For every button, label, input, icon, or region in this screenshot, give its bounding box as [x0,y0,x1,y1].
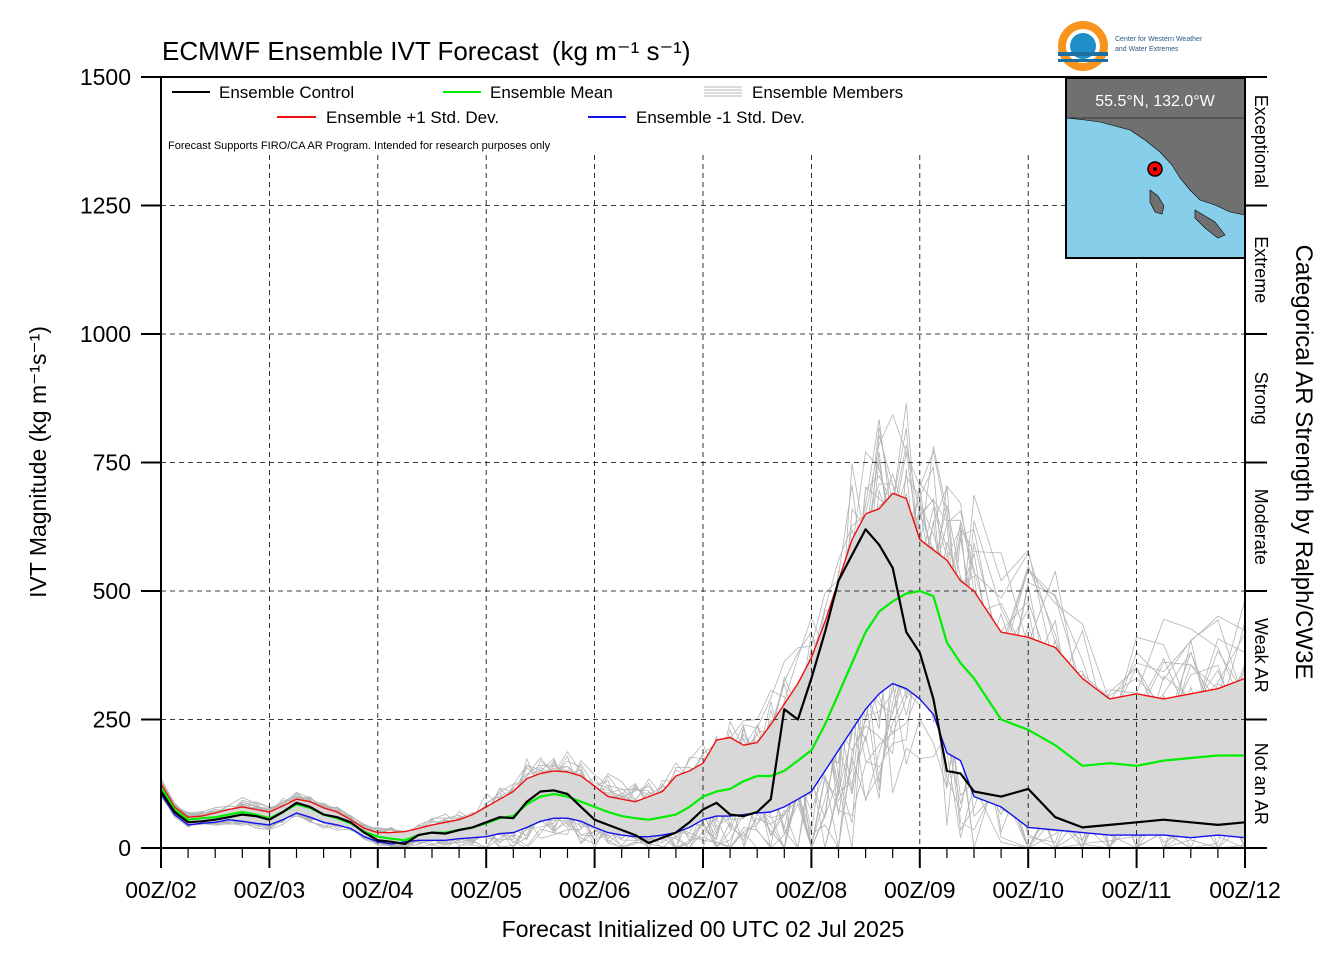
inset-land [1065,77,1246,216]
x-tick-labels: 00Z/02 00Z/03 00Z/04 00Z/05 00Z/06 00Z/07 00Z/… [125,877,1281,903]
y-tick-label: 1000 [80,321,131,347]
legend-label-minus-std: Ensemble -1 Std. Dev. [636,108,805,127]
y-axis-label: IVT Magnitude (kg m⁻¹s⁻¹) [25,326,51,598]
inset-island2 [1194,209,1226,239]
x-tick-label: 00Z/02 [125,877,197,903]
x-tick-label: 00Z/06 [559,877,631,903]
inset-map: 55.5°N, 132.0°W [1065,77,1246,259]
ar-category-label: Not an AR [1251,743,1271,825]
logo-wave2-icon [1058,59,1108,62]
x-tick-label: 00Z/03 [234,877,306,903]
y-tick-labels: 0 250 500 750 1000 1250 1500 [80,64,131,861]
grid-lines [161,155,1245,848]
x-tick-label: 00Z/04 [342,877,414,903]
inset-coords: 55.5°N, 132.0°W [1095,93,1215,110]
logo-wave-icon [1058,52,1108,56]
x-axis-label: Forecast Initialized 00 UTC 02 Jul 2025 [502,916,905,942]
x-tick-label: 00Z/09 [884,877,956,903]
series-line-control [160,528,1246,846]
right-axis-label: Categorical AR Strength by Ralph/CW3E [1290,245,1317,680]
ar-category-labels: Not an AR Weak AR Moderate Strong Extreme Exc… [1251,95,1271,825]
y-tick-label: 750 [93,450,131,476]
y-tick-label: 0 [118,835,131,861]
y-tick-label: 500 [93,578,131,604]
location-marker-dot [1153,167,1157,171]
legend-label-mean: Ensemble Mean [490,83,613,102]
series-line-minus-std [160,682,1246,845]
inset-frame [1065,77,1246,259]
ar-category-label: Extreme [1251,236,1271,303]
logo-line2: and Water Extremes [1115,46,1179,53]
legend-label-control: Ensemble Control [219,83,354,102]
inset-island [1149,189,1165,215]
x-tick-label: 00Z/08 [776,877,848,903]
std-dev-band [161,493,1245,844]
logo-line1: Center for Western Weather [1115,36,1203,43]
x-tick-label: 00Z/07 [667,877,739,903]
research-note: Forecast Supports FIRO/CA AR Program. In… [168,140,551,152]
legend: Ensemble Control Ensemble Mean Ensemble … [168,83,903,152]
std-dev-band-fill [161,493,1245,844]
ar-category-label: Weak AR [1251,618,1271,693]
x-tick-label: 00Z/05 [450,877,522,903]
y-tick-label: 1500 [80,64,131,90]
y-tick-label: 1250 [80,193,131,219]
axes [141,76,1267,868]
ar-category-label: Strong [1251,372,1271,425]
y-tick-label: 250 [93,707,131,733]
cw3e-logo: Center for Western Weather and Water Ext… [1058,21,1203,71]
chart-title: ECMWF Ensemble IVT Forecast (kg m⁻¹ s⁻¹) [162,36,691,66]
legend-swatch-members [704,86,742,97]
series-lines [160,492,1246,846]
x-tick-label: 00Z/10 [992,877,1064,903]
legend-label-members: Ensemble Members [752,83,903,102]
legend-label-plus-std: Ensemble +1 Std. Dev. [326,108,499,127]
series-line-plus-std [160,492,1246,834]
x-tick-label: 00Z/11 [1102,877,1172,903]
x-tick-label: 00Z/12 [1209,877,1281,903]
ar-category-label: Moderate [1251,489,1271,565]
ar-category-label: Exceptional [1251,95,1271,188]
